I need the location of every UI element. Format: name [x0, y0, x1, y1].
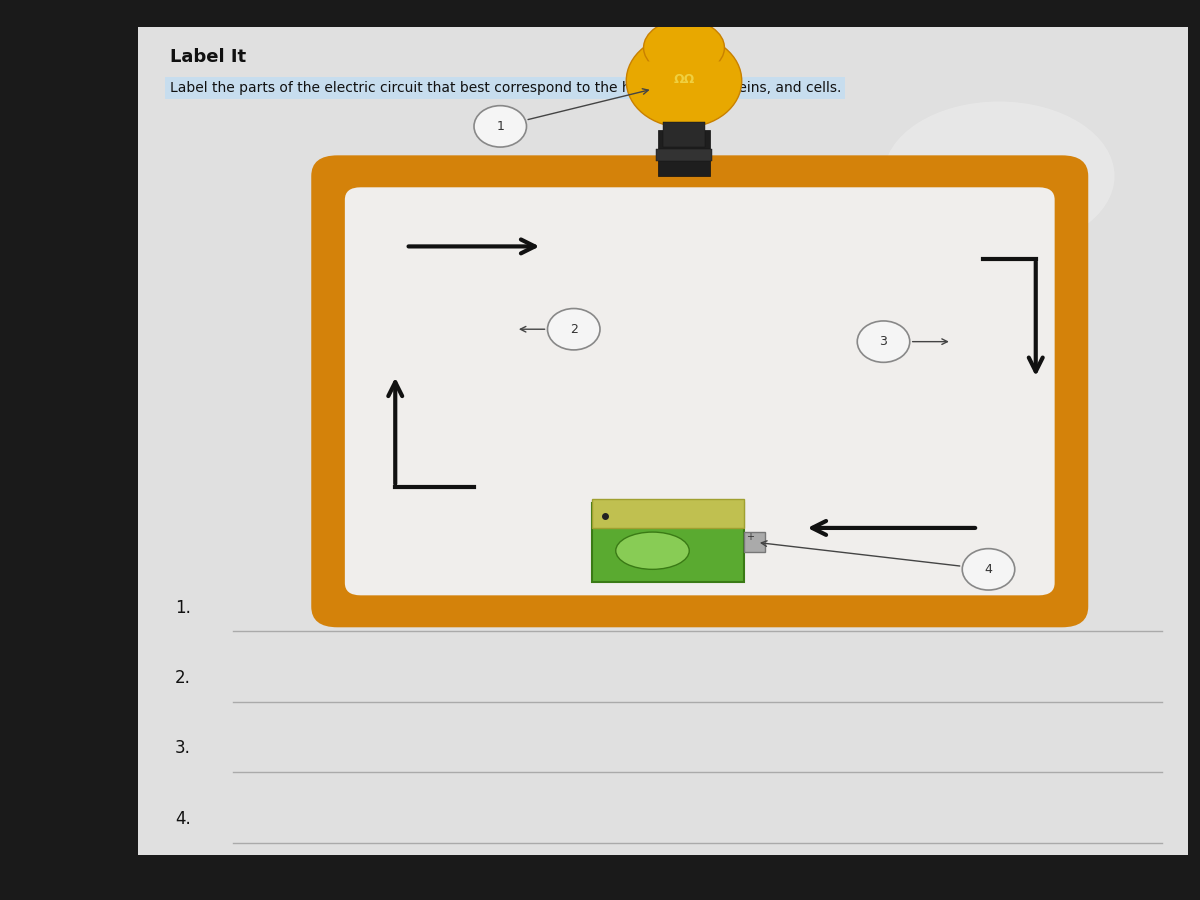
- Circle shape: [547, 309, 600, 350]
- Ellipse shape: [630, 59, 738, 77]
- Text: 3.: 3.: [175, 739, 191, 757]
- FancyBboxPatch shape: [655, 148, 713, 161]
- Text: 4: 4: [984, 562, 992, 576]
- Text: 4.: 4.: [175, 810, 191, 828]
- Text: +: +: [745, 533, 754, 543]
- FancyBboxPatch shape: [592, 503, 744, 581]
- Ellipse shape: [616, 532, 689, 570]
- Text: 2: 2: [570, 323, 577, 336]
- FancyBboxPatch shape: [658, 130, 710, 176]
- Ellipse shape: [643, 20, 725, 76]
- FancyBboxPatch shape: [311, 156, 1088, 627]
- Circle shape: [857, 321, 910, 363]
- Ellipse shape: [883, 102, 1115, 250]
- Ellipse shape: [626, 34, 742, 128]
- Text: 1.: 1.: [175, 598, 191, 616]
- Text: 1: 1: [497, 120, 504, 133]
- Circle shape: [962, 549, 1015, 590]
- Text: ΩΩ: ΩΩ: [673, 73, 695, 86]
- FancyBboxPatch shape: [592, 499, 744, 528]
- Text: Label the parts of the electric circuit that best correspond to the heart, arter: Label the parts of the electric circuit …: [169, 81, 841, 94]
- FancyBboxPatch shape: [744, 532, 766, 553]
- Text: 3: 3: [880, 335, 888, 348]
- Text: 2.: 2.: [175, 669, 191, 687]
- Text: Label It: Label It: [169, 48, 246, 66]
- FancyBboxPatch shape: [662, 122, 706, 147]
- Circle shape: [474, 105, 527, 147]
- FancyBboxPatch shape: [344, 187, 1055, 595]
